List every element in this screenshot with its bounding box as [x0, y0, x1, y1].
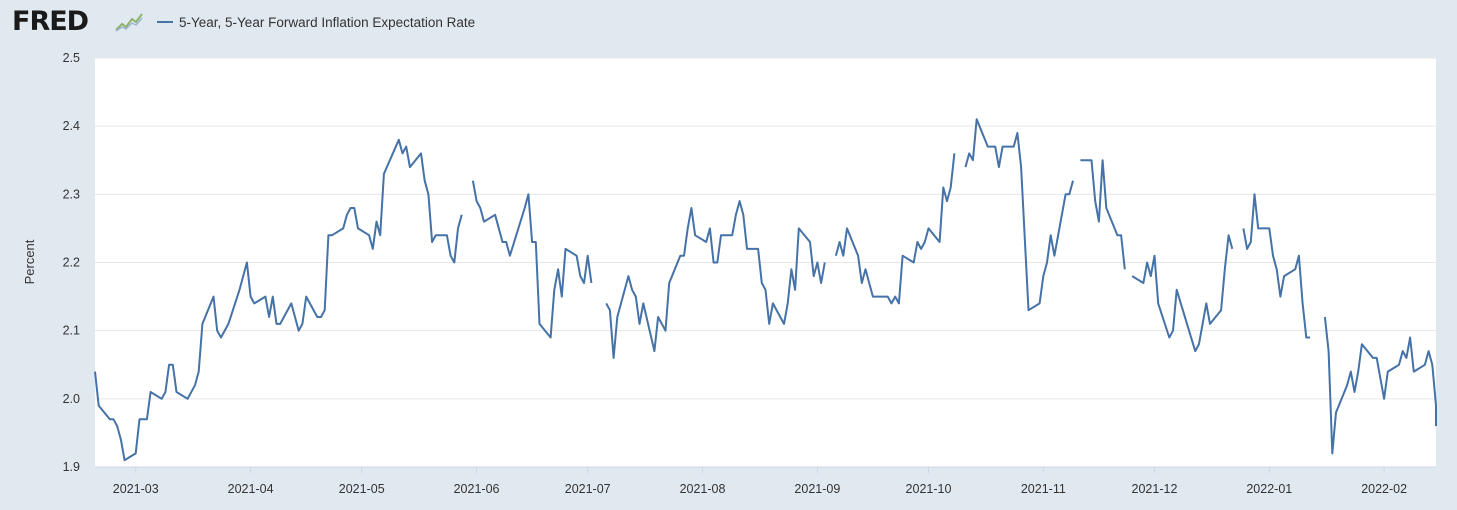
x-tick-label: 2021-06 [454, 482, 500, 496]
x-tick-label: 2021-03 [113, 482, 159, 496]
x-tick-label: 2021-05 [339, 482, 385, 496]
x-tick-label: 2022-02 [1361, 482, 1407, 496]
y-axis-title: Percent [22, 239, 37, 284]
x-tick-label: 2021-07 [565, 482, 611, 496]
y-tick-label: 2.3 [63, 187, 80, 201]
x-tick-label: 2021-11 [1021, 482, 1066, 496]
y-tick-label: 2.0 [63, 392, 80, 406]
x-tick-label: 2021-04 [228, 482, 274, 496]
line-chart: 1.92.02.12.22.32.42.5 2021-03 2021-04 2021… [0, 0, 1457, 510]
y-tick-label: 2.5 [63, 51, 80, 65]
x-tick-label: 2022-01 [1246, 482, 1292, 496]
y-tick-label: 2.4 [63, 119, 80, 133]
y-tick-label: 1.9 [63, 460, 80, 474]
x-axis-ticks: 2021-03 2021-04 2021-05 2021-06 2021-07 2021-… [95, 467, 1436, 496]
x-tick-label: 2021-09 [794, 482, 840, 496]
y-axis-ticks: 1.9 2.0 2.1 2.2 2.3 2.4 2.5 [63, 51, 80, 474]
x-tick-label: 2021-08 [680, 482, 726, 496]
y-tick-label: 2.2 [63, 256, 80, 270]
x-tick-label: 2021-12 [1132, 482, 1178, 496]
y-tick-label: 2.1 [63, 324, 80, 338]
x-tick-label: 2021-10 [906, 482, 952, 496]
